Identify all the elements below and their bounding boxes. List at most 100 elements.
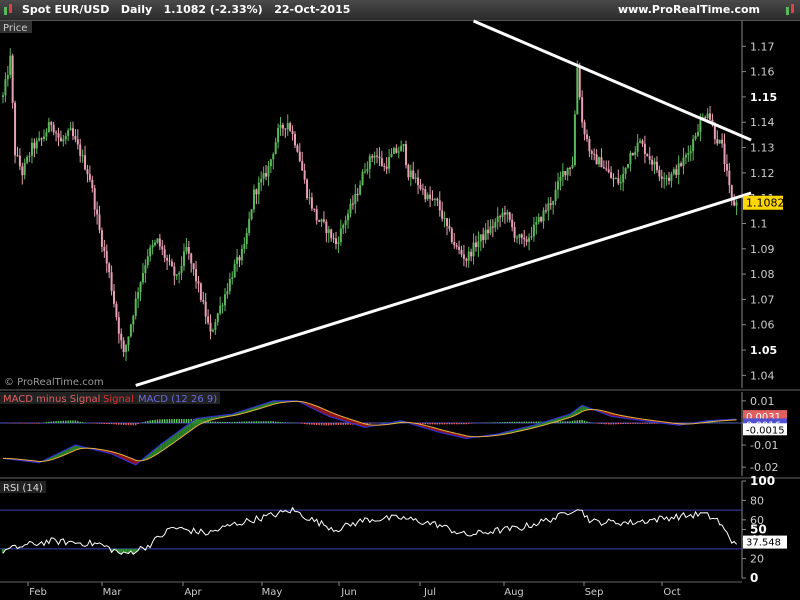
price-panel[interactable]: Price1.171.161.151.141.131.121.111.11.09… xyxy=(0,19,785,388)
candle-body xyxy=(50,122,53,125)
candle-body xyxy=(354,193,357,204)
candle-body xyxy=(265,173,268,177)
candle-body xyxy=(506,212,509,215)
candle-body xyxy=(366,168,369,172)
candle-body xyxy=(672,169,675,174)
candle-body xyxy=(501,212,504,217)
price-tick-label: 1.05 xyxy=(750,344,777,357)
price-label: Price xyxy=(3,23,27,34)
macd-fill xyxy=(176,430,180,441)
macd-value-text: 0.0031 xyxy=(746,412,781,423)
macd-fill xyxy=(203,417,206,423)
candle-body xyxy=(689,151,692,154)
candle-body xyxy=(9,55,12,75)
candle-body xyxy=(117,317,120,334)
candle-body xyxy=(610,172,613,179)
candle-body xyxy=(221,305,224,307)
candle-body xyxy=(583,122,586,135)
candle-body xyxy=(424,189,427,200)
candle-body xyxy=(170,261,173,267)
candle-body xyxy=(211,330,214,332)
month-label: Aug xyxy=(504,587,524,598)
rsi-tick-label: 100 xyxy=(750,474,775,488)
candle-body xyxy=(154,242,157,246)
candle-body xyxy=(337,242,340,244)
candle-body xyxy=(359,185,362,195)
candle-body xyxy=(453,242,456,246)
candle-body xyxy=(472,242,475,257)
candle-body xyxy=(431,198,434,200)
rsi-panel[interactable]: RSI (14)1008060402005037.548 xyxy=(0,474,800,585)
price-tick-label: 1.1 xyxy=(750,217,768,230)
candle-body xyxy=(622,173,625,183)
candle-body xyxy=(677,163,680,175)
candle-body xyxy=(67,130,70,136)
watermark: © ProRealTime.com xyxy=(4,377,104,388)
candle-body xyxy=(443,218,446,220)
candle-body xyxy=(59,137,62,142)
macd-fill xyxy=(75,445,78,451)
candle-body xyxy=(598,157,601,165)
candle-body xyxy=(192,263,195,270)
window-toggle-icon[interactable] xyxy=(786,4,795,16)
candle-body xyxy=(310,197,313,209)
site-url: www.ProRealTime.com xyxy=(617,3,760,16)
macd-fill xyxy=(179,429,182,439)
candle-body xyxy=(318,220,321,222)
candle-body xyxy=(385,166,388,169)
candle-body xyxy=(76,139,79,145)
candle-body xyxy=(74,136,77,140)
candle-body xyxy=(537,217,540,222)
macd-panel[interactable]: MACD minus Signal Signal MACD (12 26 9) 0.0… xyxy=(0,389,800,476)
price-tick-label: 1.13 xyxy=(750,142,775,155)
candle-body xyxy=(146,256,149,266)
rsi-tick-label: 50 xyxy=(750,523,767,537)
last-price-tag xyxy=(743,195,783,210)
candle-body xyxy=(28,155,31,157)
candle-body xyxy=(544,210,547,212)
candle-body xyxy=(132,315,135,325)
candle-body xyxy=(103,246,106,252)
candle-body xyxy=(308,197,311,199)
candle-body xyxy=(520,234,523,238)
candle-body xyxy=(561,171,564,177)
candle-body xyxy=(161,246,164,250)
candle-body xyxy=(484,229,487,240)
candle-body xyxy=(482,234,485,240)
candle-body xyxy=(450,228,453,243)
chart-type-icon[interactable] xyxy=(4,4,13,16)
candle-body xyxy=(209,322,212,332)
candle-body xyxy=(262,173,265,179)
candle-body xyxy=(542,210,545,222)
candle-body xyxy=(115,303,118,318)
candle-body xyxy=(113,290,116,304)
candle-body xyxy=(713,124,716,140)
candle-body xyxy=(530,236,533,238)
candle-body xyxy=(185,247,188,252)
candle-body xyxy=(694,135,697,140)
candle-body xyxy=(45,132,48,137)
candle-body xyxy=(141,273,144,283)
candle-body xyxy=(168,260,171,262)
candle-body xyxy=(692,139,695,152)
month-label: Oct xyxy=(663,587,680,598)
candle-body xyxy=(356,193,359,195)
candle-body xyxy=(279,124,282,129)
candle-body xyxy=(293,133,296,146)
candle-body xyxy=(619,182,622,184)
candle-body xyxy=(286,123,289,130)
candle-body xyxy=(376,155,379,157)
candle-body xyxy=(303,170,306,180)
rsi-label-bg xyxy=(0,481,46,493)
candle-body xyxy=(651,159,654,165)
price-label-bg xyxy=(0,21,32,33)
candle-body xyxy=(390,153,393,158)
rsi-value-text: 37.548 xyxy=(746,538,781,549)
candle-body xyxy=(86,169,89,175)
candle-body xyxy=(631,152,634,156)
candle-body xyxy=(250,209,253,219)
month-label: Jul xyxy=(423,587,436,598)
candle-body xyxy=(62,139,65,142)
candle-body xyxy=(395,148,398,153)
macd-fill xyxy=(331,412,334,418)
